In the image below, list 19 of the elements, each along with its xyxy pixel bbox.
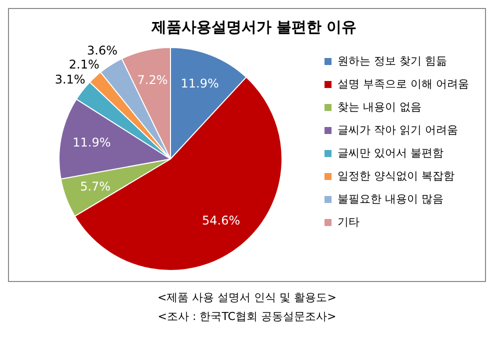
legend-label: 찾는 내용이 없음 <box>338 100 422 114</box>
text: <조사 : 한국TC협회 공동설문조사> <box>156 309 338 324</box>
data-label: 5.7% <box>80 179 111 194</box>
data-label: 3.6% <box>87 43 118 58</box>
legend-label: 기타 <box>338 215 360 228</box>
data-label: 7.2% <box>137 72 168 87</box>
text: <제품 사용 설명서 인식 및 활용도> <box>156 290 338 305</box>
data-label: 11.9% <box>72 136 111 150</box>
legend-label: 일정한 양식없이 복잡함 <box>338 169 455 182</box>
legend-label: 원하는 정보 찾기 힘듦 <box>338 54 448 68</box>
legend-label: 불필요한 내용이 많음 <box>338 192 444 206</box>
legend-label: 설명 부족으로 이해 어려움 <box>338 77 470 90</box>
data-label: 54.6% <box>202 213 240 228</box>
data-label: 11.9% <box>180 76 219 90</box>
data-label: 3.1% <box>54 72 86 87</box>
data-label: 2.1% <box>68 57 100 72</box>
legend-label: 글씨가 작아 읽기 어려움 <box>338 123 458 136</box>
chart-title: 제품사용설명서가 불편한 이유 <box>150 18 357 36</box>
legend-label: 글씨만 있어서 불편함 <box>338 146 444 160</box>
